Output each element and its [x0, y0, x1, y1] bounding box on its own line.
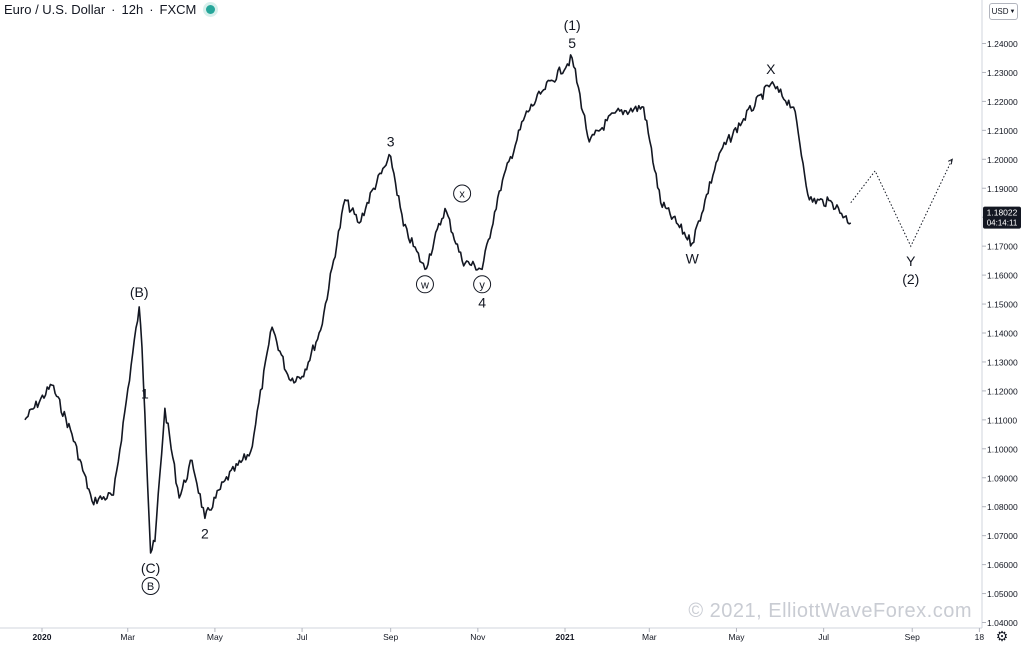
gear-icon[interactable]: ⚙	[995, 628, 1009, 644]
wave-label: (1)	[564, 17, 581, 33]
wave-label: 4	[478, 294, 486, 310]
y-tick-label: 1.16000	[987, 271, 1018, 281]
wave-label: 2	[201, 525, 209, 541]
countdown-label: 04:14:11	[987, 219, 1018, 228]
y-tick-label: 1.09000	[987, 473, 1018, 483]
wave-label-circle	[415, 275, 434, 294]
wave-label: B	[147, 581, 154, 593]
wave-label-circle	[453, 184, 472, 203]
x-tick-label: Sep	[383, 632, 398, 642]
y-tick-label: 1.20000	[987, 155, 1018, 165]
y-tick-label: 1.11000	[987, 415, 1017, 425]
projection-arrow-icon	[948, 158, 953, 165]
y-tick-label: 1.07000	[987, 531, 1018, 541]
wave-label-circle	[141, 577, 160, 596]
last-price-tag	[983, 206, 1021, 229]
wave-label: (B)	[130, 284, 149, 300]
symbol-header[interactable]: Euro / U.S. Dollar · 12h · FXCM	[4, 2, 216, 17]
price-series	[24, 54, 852, 554]
y-tick-label: 1.13000	[987, 357, 1018, 367]
y-tick-label: 1.12000	[987, 386, 1018, 396]
y-tick-label: 1.24000	[987, 39, 1018, 49]
x-tick-label: Jul	[297, 632, 308, 642]
interval-label[interactable]: 12h	[121, 2, 144, 17]
y-tick-label: 1.08000	[987, 502, 1018, 512]
wave-label: (2)	[902, 271, 919, 287]
status-dot-icon	[206, 5, 216, 14]
y-tick-label: 1.14000	[987, 329, 1018, 339]
x-tick-label: May	[728, 632, 745, 642]
wave-label: x	[459, 189, 465, 201]
chevron-down-icon: ▼	[1009, 8, 1016, 15]
wave-label: Y	[906, 253, 916, 269]
wave-label: 1	[141, 385, 149, 401]
y-tick-label: 1.23000	[987, 68, 1018, 78]
x-tick-label: Jul	[818, 632, 829, 642]
wave-label: X	[766, 61, 776, 77]
projection-path	[850, 159, 953, 248]
y-tick-label: 1.10000	[987, 444, 1018, 454]
y-tick-label: 1.19000	[987, 184, 1018, 194]
y-tick-label: 1.22000	[987, 97, 1018, 107]
wave-label: w	[420, 279, 429, 291]
y-tick-label: 1.04000	[987, 618, 1018, 628]
x-tick-label: 2020	[33, 632, 52, 642]
x-tick-label: Sep	[905, 632, 920, 642]
header-separator: ·	[111, 2, 116, 17]
wave-label: y	[479, 279, 485, 291]
x-tick-label: 18	[975, 632, 985, 642]
currency-button[interactable]: USD ▼	[989, 3, 1018, 20]
y-tick-label: 1.15000	[987, 300, 1018, 310]
last-price-label: 1.18022	[987, 208, 1018, 218]
y-tick-label: 1.21000	[987, 126, 1018, 136]
x-tick-label: May	[207, 632, 224, 642]
symbol-name: Euro / U.S. Dollar	[4, 2, 106, 17]
wave-label: 5	[568, 35, 576, 51]
wave-label: 3	[387, 133, 395, 149]
x-tick-label: Nov	[470, 632, 486, 642]
header-separator: ·	[149, 2, 154, 17]
x-tick-label: 2021	[556, 632, 575, 642]
x-tick-label: Mar	[642, 632, 657, 642]
currency-label: USD	[991, 7, 1009, 16]
y-tick-label: 1.05000	[987, 589, 1018, 599]
y-tick-label: 1.06000	[987, 560, 1018, 570]
watermark: © 2021, ElliottWaveForex.com	[688, 600, 972, 622]
source-label: FXCM	[159, 2, 197, 17]
x-tick-label: Mar	[120, 632, 135, 642]
wave-label: (C)	[141, 560, 160, 576]
wave-label-circle	[473, 275, 492, 294]
y-tick-label: 1.17000	[987, 242, 1018, 252]
wave-label: W	[686, 250, 700, 266]
